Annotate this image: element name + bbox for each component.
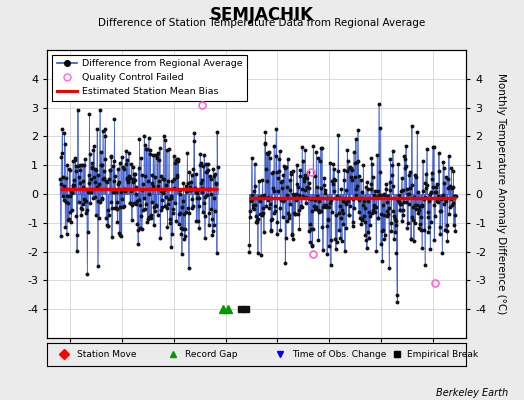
Text: Record Gap: Record Gap [185, 350, 238, 359]
Text: Difference of Station Temperature Data from Regional Average: Difference of Station Temperature Data f… [99, 18, 425, 28]
Text: Empirical Break: Empirical Break [407, 350, 478, 359]
Text: Berkeley Earth: Berkeley Earth [436, 388, 508, 398]
Legend: Difference from Regional Average, Quality Control Failed, Estimated Station Mean: Difference from Regional Average, Qualit… [52, 55, 247, 101]
Text: Time of Obs. Change: Time of Obs. Change [292, 350, 387, 359]
Text: SEMJACHIK: SEMJACHIK [210, 6, 314, 24]
Y-axis label: Monthly Temperature Anomaly Difference (°C): Monthly Temperature Anomaly Difference (… [496, 73, 506, 315]
Text: Station Move: Station Move [77, 350, 136, 359]
